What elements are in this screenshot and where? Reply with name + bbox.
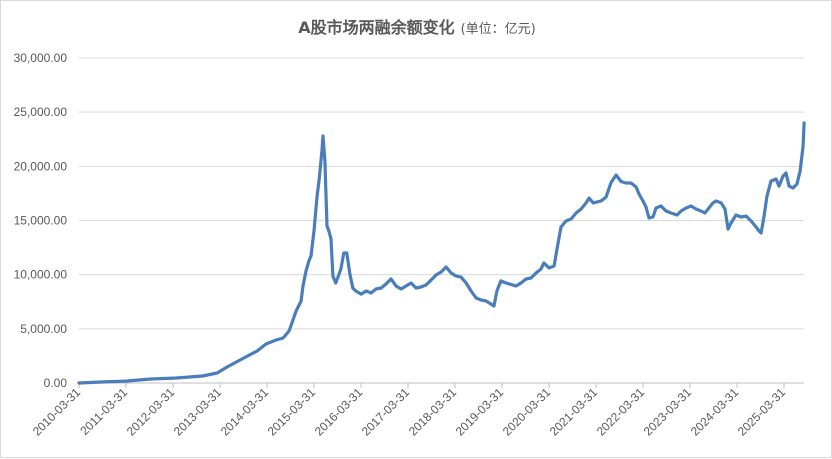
x-tick-label: 2016-03-31 xyxy=(312,385,366,439)
chart-title: A股市场两融余额变化 (单位：亿元) xyxy=(298,18,536,37)
y-tick-label: 5,000.00 xyxy=(20,322,67,336)
y-tick-label: 15,000.00 xyxy=(14,214,68,228)
x-axis: 2010-03-312011-03-312012-03-312013-03-31… xyxy=(30,383,789,439)
x-tick-label: 2010-03-31 xyxy=(30,385,84,439)
x-tick-label: 2017-03-31 xyxy=(359,385,413,439)
chart-unit-text: (单位：亿元) xyxy=(461,22,536,37)
x-tick-label: 2013-03-31 xyxy=(171,385,225,439)
y-tick-label: 20,000.00 xyxy=(14,159,68,173)
x-tick-label: 2024-03-31 xyxy=(688,385,742,439)
y-tick-label: 25,000.00 xyxy=(14,105,68,119)
x-tick-label: 2011-03-31 xyxy=(77,385,130,438)
x-tick-label: 2014-03-31 xyxy=(218,385,272,439)
plot-area xyxy=(77,121,806,385)
y-tick-label: 0.00 xyxy=(44,376,68,390)
x-tick-label: 2021-03-31 xyxy=(547,385,601,439)
series-line xyxy=(77,121,806,385)
x-tick-label: 2020-03-31 xyxy=(500,385,554,439)
x-tick-label: 2019-03-31 xyxy=(453,385,507,439)
y-tick-label: 10,000.00 xyxy=(14,268,68,282)
x-tick-label: 2018-03-31 xyxy=(406,385,460,439)
x-tick-label: 2022-03-31 xyxy=(594,385,648,439)
gridlines xyxy=(79,57,804,384)
x-tick-label: 2015-03-31 xyxy=(265,385,319,439)
y-axis: 0.00 5,000.00 10,000.00 15,000.00 20,000.00 2… xyxy=(14,51,68,390)
x-tick-label: 2025-03-31 xyxy=(735,385,789,439)
chart-title-text: A股市场两融余额变化 xyxy=(298,18,454,37)
y-tick-label: 30,000.00 xyxy=(14,51,68,65)
x-tick-label: 2012-03-31 xyxy=(124,385,178,439)
x-tick-label: 2023-03-31 xyxy=(641,385,695,439)
